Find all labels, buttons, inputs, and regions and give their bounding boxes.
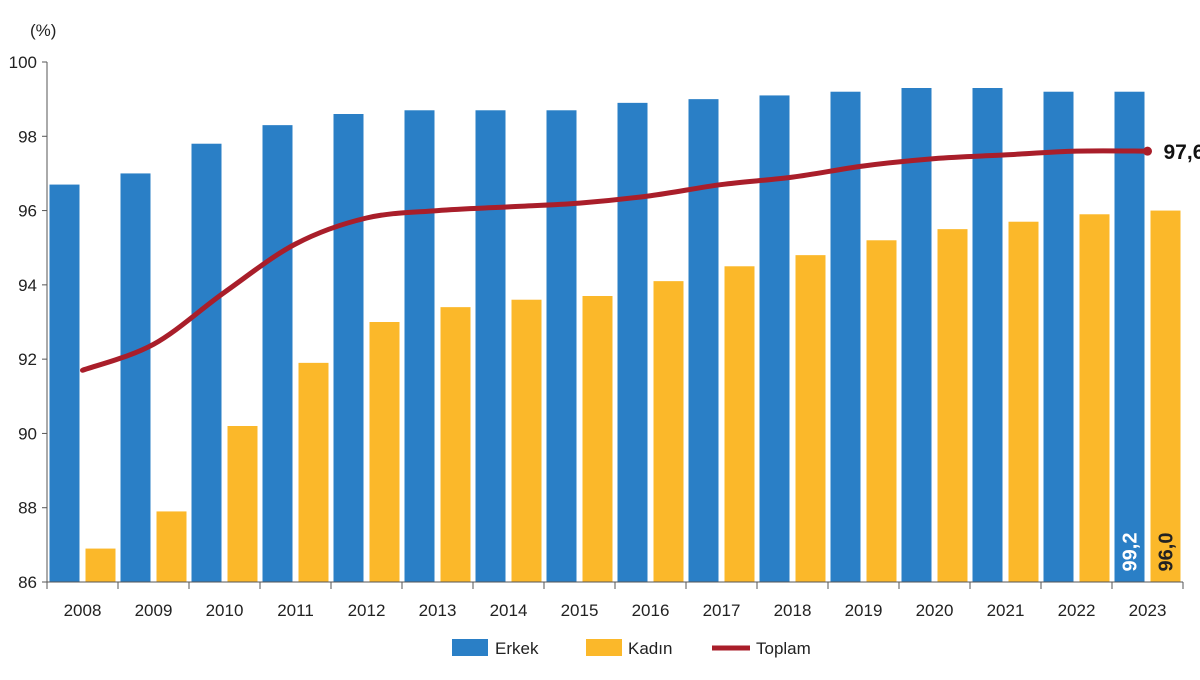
x-tick-label-2023: 2023 [1129, 601, 1167, 620]
x-tick-label-2009: 2009 [135, 601, 173, 620]
bar-erkek-2021 [973, 88, 1003, 582]
bar-kadin-2023 [1151, 211, 1181, 582]
bar-kadin-2019 [867, 240, 897, 582]
x-tick-label-2012: 2012 [348, 601, 386, 620]
label-erkek-2023: 99,2 [1120, 533, 1142, 572]
bar-erkek-2011 [263, 125, 293, 582]
y-tick-label-90: 90 [18, 424, 37, 443]
y-tick-label-100: 100 [9, 53, 37, 72]
x-tick-label-2014: 2014 [490, 601, 528, 620]
x-tick-label-2015: 2015 [561, 601, 599, 620]
bar-erkek-2014 [476, 110, 506, 582]
bar-erkek-2023 [1115, 92, 1145, 582]
y-tick-label-94: 94 [18, 276, 37, 295]
y-tick-label-96: 96 [18, 202, 37, 221]
x-tick-label-2018: 2018 [774, 601, 812, 620]
x-tick-label-2022: 2022 [1058, 601, 1096, 620]
bar-kadin-2013 [441, 307, 471, 582]
bar-erkek-2010 [192, 144, 222, 582]
x-tick-label-2013: 2013 [419, 601, 457, 620]
bar-kadin-2017 [725, 266, 755, 582]
bar-kadin-2011 [299, 363, 329, 582]
y-axis-unit-label: (%) [30, 21, 56, 40]
label-toplam-2023: 97,6 [1164, 141, 1200, 164]
point-toplam-2023 [1143, 147, 1152, 156]
bar-kadin-2016 [654, 281, 684, 582]
bar-kadin-2014 [512, 300, 542, 582]
bar-kadin-2018 [796, 255, 826, 582]
y-tick-label-86: 86 [18, 573, 37, 592]
x-tick-label-2019: 2019 [845, 601, 883, 620]
legend: Erkek Kadın Toplam [452, 639, 811, 658]
x-tick-label-2017: 2017 [703, 601, 741, 620]
bar-kadin-2022 [1080, 214, 1110, 582]
x-tick-label-2020: 2020 [916, 601, 954, 620]
bar-erkek-2022 [1044, 92, 1074, 582]
bar-kadin-2010 [228, 426, 258, 582]
bar-erkek-2015 [547, 110, 577, 582]
legend-label-kadin: Kadın [628, 639, 672, 658]
bar-erkek-2016 [618, 103, 648, 582]
legend-swatch-kadin [586, 639, 622, 656]
bar-kadin-2009 [157, 511, 187, 582]
bar-erkek-2012 [334, 114, 364, 582]
bar-erkek-2008 [50, 185, 80, 582]
bar-erkek-2013 [405, 110, 435, 582]
bar-kadin-2021 [1009, 222, 1039, 582]
x-tick-label-2010: 2010 [206, 601, 244, 620]
bar-kadin-2020 [938, 229, 968, 582]
legend-label-erkek: Erkek [495, 639, 539, 658]
legend-swatch-erkek [452, 639, 488, 656]
y-tick-label-98: 98 [18, 127, 37, 146]
bar-kadin-2015 [583, 296, 613, 582]
legend-label-toplam: Toplam [756, 639, 811, 658]
label-kadin-2023: 96,0 [1156, 533, 1178, 572]
y-tick-label-88: 88 [18, 499, 37, 518]
bar-erkek-2018 [760, 95, 790, 582]
bars-layer [50, 88, 1181, 582]
bar-erkek-2009 [121, 173, 151, 582]
x-tick-label-2021: 2021 [987, 601, 1025, 620]
y-tick-label-92: 92 [18, 350, 37, 369]
x-tick-label-2016: 2016 [632, 601, 670, 620]
x-tick-label-2008: 2008 [64, 601, 102, 620]
x-tick-label-2011: 2011 [277, 601, 314, 620]
bar-erkek-2017 [689, 99, 719, 582]
bar-kadin-2008 [86, 549, 116, 582]
bar-kadin-2012 [370, 322, 400, 582]
